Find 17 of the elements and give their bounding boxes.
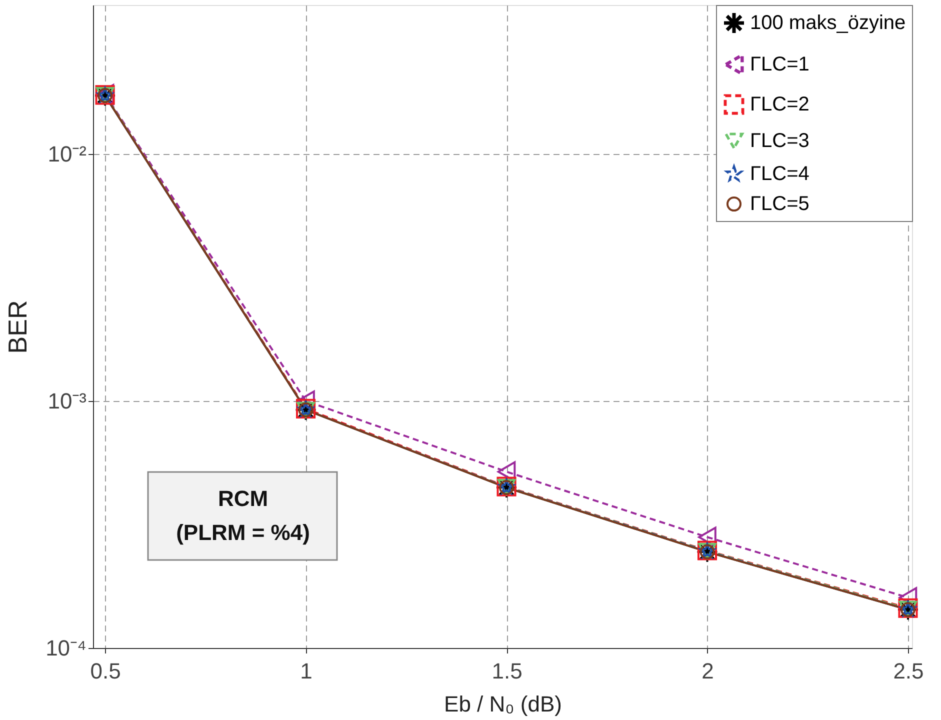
x-tick-label: 2 bbox=[702, 658, 714, 684]
legend-label: ΓLC=2 bbox=[750, 94, 810, 116]
x-tick-label: 2.5 bbox=[893, 658, 924, 684]
y-tick-label: 10⁻² bbox=[48, 141, 86, 166]
y-tick-label: 10⁻³ bbox=[48, 388, 86, 414]
legend-label: ΓLC=4 bbox=[750, 163, 810, 185]
legend-label: ΓLC=3 bbox=[750, 130, 810, 152]
x-tick-label: 0.5 bbox=[90, 658, 121, 684]
legend-label: ΓLC=5 bbox=[750, 193, 810, 215]
x-tick-label: 1 bbox=[300, 658, 312, 684]
x-tick-label: 1.5 bbox=[492, 658, 522, 684]
legend-label: 100 maks_özyine bbox=[750, 12, 906, 34]
y-tick-label: 10⁻⁴ bbox=[46, 636, 86, 660]
y-axis-title: BER bbox=[2, 300, 33, 354]
annotation: RCM (PLRM = %4) bbox=[176, 486, 310, 545]
x-axis-title: Eb / N₀ (dB) bbox=[444, 692, 562, 716]
legend-label: ΓLC=1 bbox=[750, 54, 810, 76]
